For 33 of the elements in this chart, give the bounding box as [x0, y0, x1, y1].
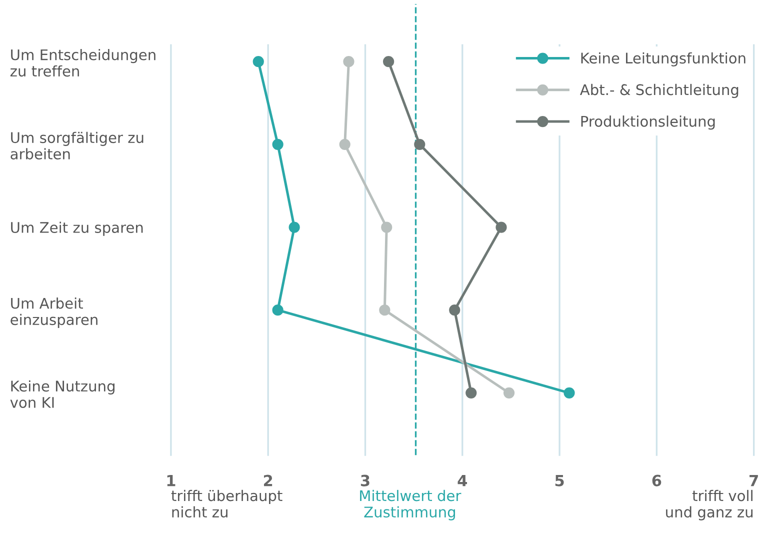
x-tick-label: 6: [652, 474, 662, 486]
point: [564, 387, 575, 398]
y-tick-label: Keine Nutzung von KI: [10, 380, 114, 408]
x-tick-label: 1: [167, 474, 176, 486]
y-tick-label: Um Arbeit einzusparen: [10, 298, 98, 328]
legend-label: Keine Leitungsfunktion: [581, 52, 746, 66]
legend-label: Abt.- & Schichtleitung: [580, 84, 738, 98]
y-tick-label: Um sorgfältiger zu arbeiten: [10, 132, 144, 160]
legend-label: Produktionsleitung: [581, 116, 715, 130]
point: [382, 56, 394, 68]
point: [414, 138, 426, 150]
point: [449, 304, 460, 316]
x-tick-label: 5: [555, 474, 564, 486]
x-tick-label: 4: [458, 474, 467, 486]
text: trifft voll und ganz zu: [666, 490, 753, 520]
point: [503, 387, 515, 398]
x-tick-label: 3: [360, 474, 370, 486]
point: [272, 138, 284, 150]
point: [288, 222, 300, 233]
point: [272, 304, 284, 316]
point: [496, 222, 507, 233]
point: [381, 222, 392, 233]
point: [339, 138, 350, 150]
text: trifft überhaupt nicht zu: [171, 490, 282, 518]
point: [466, 387, 477, 398]
y-tick-label: Um Entscheidungen zu treffen: [10, 48, 156, 77]
ref-line-label: Mittelwert der Zustimmung: [360, 490, 462, 520]
point: [379, 304, 390, 316]
y-tick-label: Um Zeit zu sparen: [11, 222, 143, 236]
x-tick-label: 7: [750, 474, 758, 486]
x-tick-label: 2: [264, 474, 272, 486]
point: [343, 56, 354, 68]
point: [252, 56, 264, 68]
